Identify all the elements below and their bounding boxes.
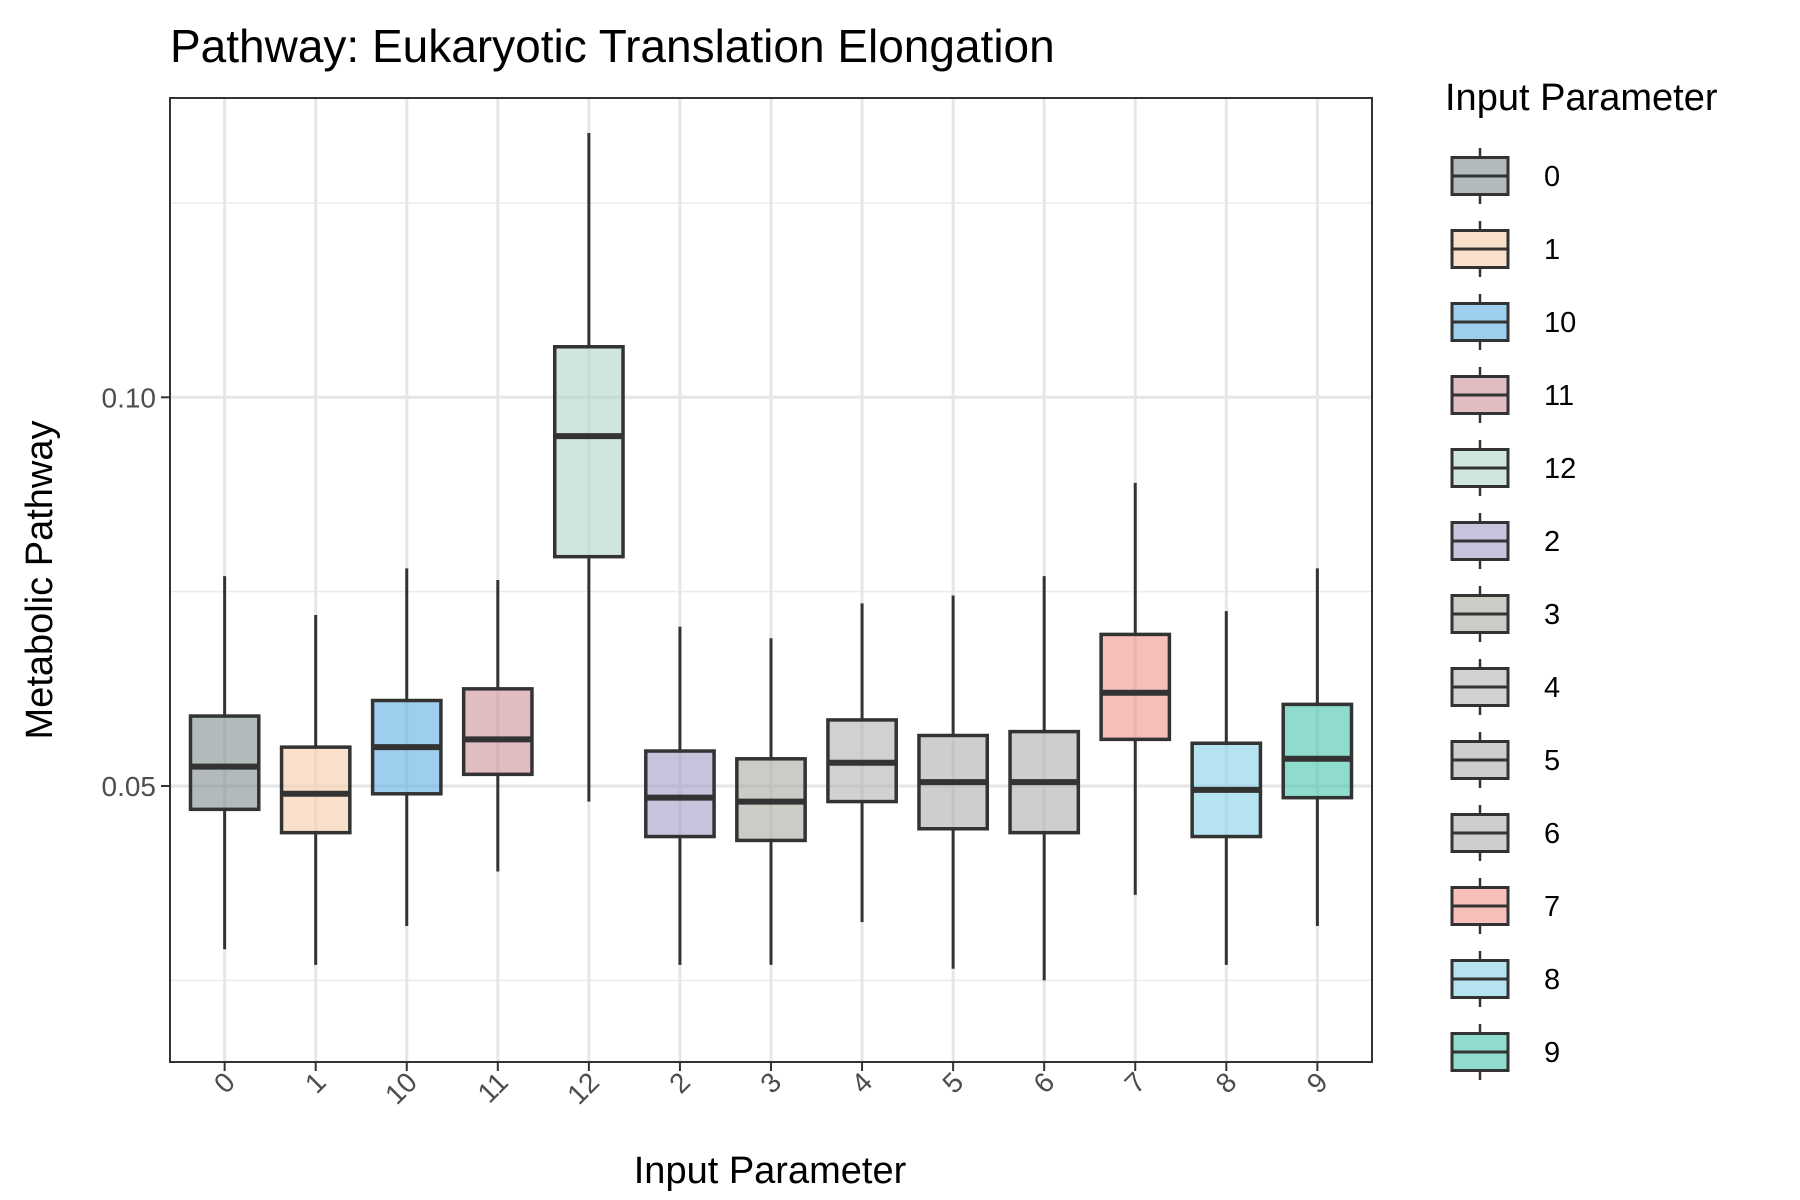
- legend-label: 9: [1544, 1037, 1560, 1069]
- legend-item-11: 11: [1450, 367, 1574, 423]
- legend-label: 5: [1544, 745, 1560, 777]
- box-4: [826, 603, 898, 923]
- x-tick-label: 8: [1210, 1066, 1243, 1099]
- legend-label: 0: [1544, 161, 1560, 193]
- legend-item-5: 5: [1450, 732, 1560, 788]
- legend-label: 2: [1544, 526, 1560, 558]
- x-tick-label: 9: [1301, 1066, 1334, 1099]
- legend-item-0: 0: [1450, 148, 1560, 204]
- legend-label: 10: [1544, 307, 1576, 339]
- legend-item-10: 10: [1450, 294, 1576, 350]
- legend-item-2: 2: [1450, 513, 1560, 569]
- x-tick-label: 6: [1027, 1066, 1060, 1099]
- box-1: [279, 614, 352, 965]
- box-body: [1099, 632, 1172, 742]
- x-tick-label: 7: [1119, 1066, 1152, 1099]
- x-tick-label: 5: [936, 1066, 969, 1099]
- x-tick-label: 4: [845, 1066, 878, 1099]
- x-axis-title: Input Parameter: [634, 1150, 907, 1192]
- box-2: [644, 626, 716, 965]
- legend-label: 7: [1544, 891, 1560, 923]
- box-body: [1281, 702, 1354, 800]
- box-body: [644, 749, 716, 839]
- x-tick-label: 10: [379, 1066, 423, 1110]
- y-tick-label: 0.05: [102, 771, 157, 802]
- legend-item-3: 3: [1450, 586, 1560, 642]
- legend-item-6: 6: [1450, 805, 1560, 861]
- y-tick-label: 0.10: [102, 382, 157, 413]
- legend-item-4: 4: [1450, 659, 1560, 715]
- box-9: [1281, 568, 1354, 926]
- legend-title: Input Parameter: [1445, 77, 1718, 119]
- legend-item-12: 12: [1450, 440, 1576, 496]
- chart-title: Pathway: Eukaryotic Translation Elongati…: [170, 20, 1055, 72]
- box-body: [279, 745, 352, 835]
- legend-item-7: 7: [1450, 878, 1560, 934]
- box-0: [188, 576, 261, 950]
- box-12: [552, 132, 625, 802]
- x-tick-label: 2: [663, 1066, 696, 1099]
- legend-item-1: 1: [1450, 221, 1560, 277]
- legend: Input Parameter 0 1 10 11 12 2 3 4 5 6 7 8 9: [1445, 77, 1718, 1080]
- box-5: [917, 595, 990, 969]
- legend-label: 11: [1544, 380, 1574, 412]
- box-7: [1099, 482, 1172, 895]
- box-body: [552, 345, 625, 559]
- legend-label: 8: [1544, 964, 1560, 996]
- box-3: [735, 638, 807, 965]
- legend-label: 4: [1544, 672, 1560, 704]
- y-axis-title: Metabolic Pathway: [19, 421, 61, 740]
- box-10: [370, 568, 443, 926]
- legend-label: 6: [1544, 818, 1560, 850]
- legend-label: 12: [1544, 453, 1576, 485]
- box-body: [188, 714, 261, 812]
- box-11: [461, 580, 534, 872]
- legend-item-8: 8: [1450, 951, 1560, 1007]
- x-tick-label: 0: [208, 1066, 241, 1099]
- legend-label: 1: [1544, 234, 1560, 266]
- plot-panel: 0.05 0.10 0 1 10 11 12 2 3 4 5 6 7 8 9: [102, 97, 1373, 1110]
- box-8: [1190, 611, 1263, 965]
- box-body: [461, 687, 534, 777]
- box-6: [1008, 576, 1081, 981]
- x-tick-label: 12: [561, 1066, 605, 1110]
- legend-label: 3: [1544, 599, 1560, 631]
- x-tick-label: 11: [472, 1066, 514, 1108]
- x-tick-label: 3: [754, 1066, 787, 1099]
- x-tick-label: 1: [299, 1066, 332, 1099]
- legend-item-9: 9: [1450, 1024, 1560, 1080]
